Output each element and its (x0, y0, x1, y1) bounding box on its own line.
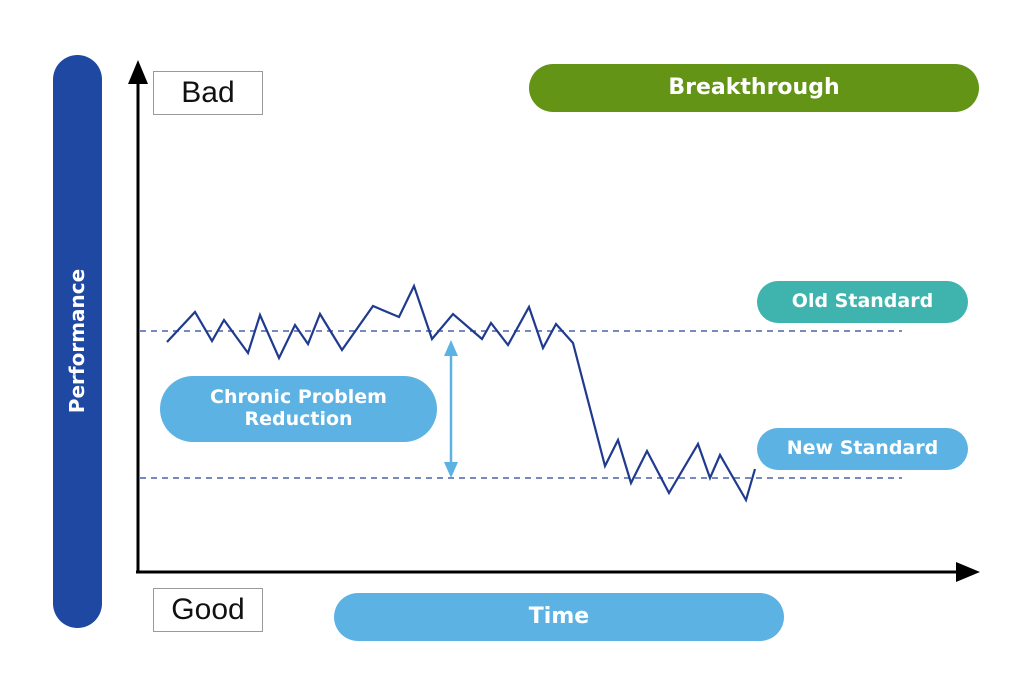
arrow-down-icon (444, 462, 458, 478)
breakthrough-pill: Breakthrough (529, 64, 979, 112)
performance-line (166, 283, 757, 503)
bad-label: Bad (153, 71, 263, 115)
arrow-up-icon (444, 340, 458, 356)
time-pill: Time (334, 593, 784, 641)
chronic-line-2: Reduction (244, 408, 353, 430)
good-label: Good (153, 588, 263, 632)
x-axis-arrow-icon (956, 562, 980, 582)
new-standard-pill: New Standard (757, 428, 968, 470)
performance-axis-bar (53, 55, 102, 628)
old-standard-pill: Old Standard (757, 281, 968, 323)
chronic-problem-pill: Chronic Problem Reduction (160, 376, 437, 442)
y-axis-arrow-icon (128, 60, 148, 84)
chronic-line-1: Chronic Problem (210, 386, 387, 409)
